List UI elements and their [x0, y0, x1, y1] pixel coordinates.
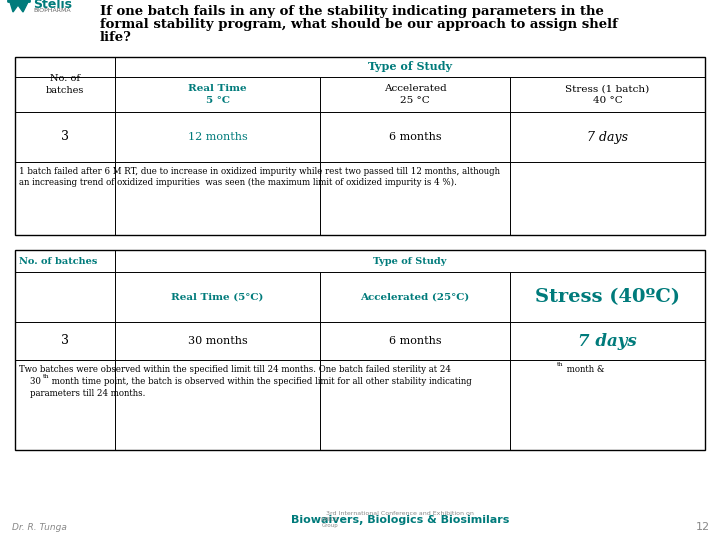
Text: 6 months: 6 months [389, 132, 441, 142]
Text: Accelerated
25 °C: Accelerated 25 °C [384, 84, 446, 105]
Text: Dr. R. Tunga: Dr. R. Tunga [12, 523, 67, 532]
Text: BIOPHARMA: BIOPHARMA [33, 8, 71, 13]
Text: Real Time
5 °C: Real Time 5 °C [188, 84, 247, 105]
Text: an increasing trend of oxidized impurities  was seen (the maximum limit of oxidi: an increasing trend of oxidized impuriti… [19, 178, 457, 187]
Text: OMICS
Group: OMICS Group [321, 517, 339, 528]
Text: month time point, the batch is observed within the specified limit for all other: month time point, the batch is observed … [49, 377, 472, 386]
Polygon shape [8, 0, 30, 12]
Bar [15, 250, 705, 450]
Text: month &: month & [564, 365, 605, 374]
Text: Stress (40ºC): Stress (40ºC) [535, 288, 680, 306]
Text: 12 months: 12 months [188, 132, 248, 142]
Text: 3: 3 [61, 131, 69, 144]
Wedge shape [8, 0, 30, 2]
Text: Two batches were observed within the specified limit till 24 months. One batch f: Two batches were observed within the spe… [19, 365, 451, 374]
Text: formal stability program, what should be our approach to assign shelf: formal stability program, what should be… [100, 18, 618, 31]
Text: th: th [557, 362, 564, 367]
Text: 1 batch failed after 6 M RT, due to increase in oxidized impurity while rest two: 1 batch failed after 6 M RT, due to incr… [19, 167, 500, 176]
Text: Accelerated (25°C): Accelerated (25°C) [361, 293, 469, 301]
Text: th: th [43, 374, 50, 379]
Text: 12: 12 [696, 522, 710, 532]
Text: If one batch fails in any of the stability indicating parameters in the: If one batch fails in any of the stabili… [100, 5, 604, 18]
Text: 7 days: 7 days [587, 131, 628, 144]
Text: 3: 3 [61, 334, 69, 348]
Text: 6 months: 6 months [389, 336, 441, 346]
Text: No. of batches: No. of batches [19, 256, 97, 266]
Text: life?: life? [100, 31, 132, 44]
Text: 30: 30 [19, 377, 41, 386]
Text: Stelis: Stelis [33, 0, 72, 11]
Text: 7 days: 7 days [578, 333, 637, 349]
Text: Real Time (5°C): Real Time (5°C) [171, 293, 264, 301]
Text: Type of Study: Type of Study [373, 256, 446, 266]
Text: Stress (1 batch)
40 °C: Stress (1 batch) 40 °C [565, 84, 649, 105]
Bar [15, 57, 705, 235]
Text: No. of
batches: No. of batches [46, 74, 84, 95]
Text: Biowaivers, Biologics & Biosimilars: Biowaivers, Biologics & Biosimilars [291, 515, 509, 525]
Text: parameters till 24 months.: parameters till 24 months. [19, 389, 145, 398]
Text: 30 months: 30 months [188, 336, 248, 346]
Text: Type of Study: Type of Study [368, 62, 452, 72]
Text: 3rd International Conference and Exhibition on: 3rd International Conference and Exhibit… [326, 511, 474, 516]
